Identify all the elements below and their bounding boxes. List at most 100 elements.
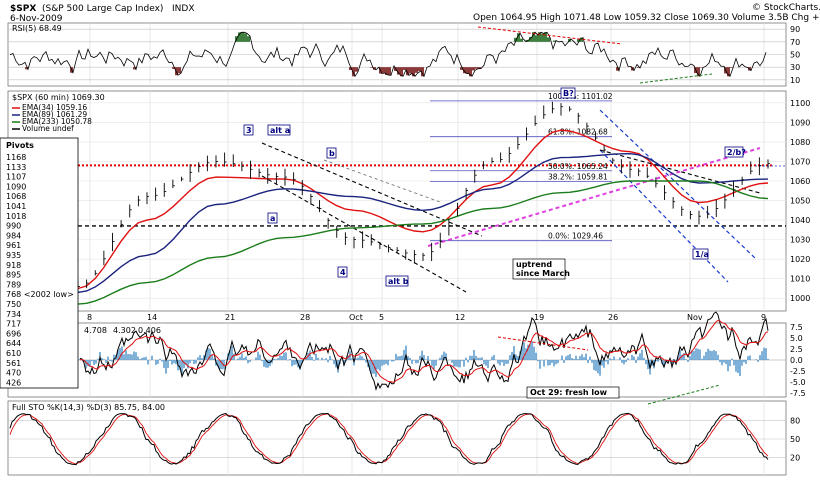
rsi-oversold-fill [418, 67, 421, 71]
sto-tick-label: 20 [790, 454, 800, 463]
rsi-oversold-fill [466, 67, 469, 74]
rsi-tick-label: 10 [790, 76, 800, 85]
pivot-value: 426 [6, 378, 21, 387]
rsi-layer [8, 27, 786, 83]
rsi-overbought-fill [520, 39, 523, 42]
rsi-oversold-fill [730, 67, 733, 68]
y-tick-label: 1030 [790, 236, 810, 245]
uptrend-note: uptrend [516, 260, 552, 269]
price-title: $SPX (60 min) 1069.30 [12, 93, 105, 102]
pivot-value: 1018 [6, 212, 26, 221]
x-tick-label: Nov [687, 313, 703, 322]
pivot-value: 990 [6, 222, 21, 231]
alt-b-label: alt b [388, 277, 409, 286]
alt-a-label: alt a [270, 126, 290, 135]
fib-label: 100.0%: 1101.02 [548, 92, 613, 101]
wave-3-label: 3 [246, 126, 252, 135]
pivot-value: 895 [6, 271, 21, 280]
pivot-value: 696 [6, 329, 21, 338]
y-tick-label: 1050 [790, 197, 810, 206]
date-label: 6-Nov-2009 [10, 14, 63, 24]
macd-label-c: 0.406 [138, 326, 161, 335]
rsi-oversold-fill [178, 67, 181, 73]
rsi-oversold-fill [472, 67, 475, 70]
y-tick-label: 1080 [790, 138, 810, 147]
y-tick-label: 1090 [790, 118, 810, 127]
y-tick-label: 1100 [790, 99, 810, 108]
watermark: © StockCharts.com [752, 3, 820, 13]
rsi-support-line [640, 74, 712, 83]
pivot-value: 1107 [6, 173, 26, 182]
channel-lower [262, 176, 466, 292]
x-tick-label: 28 [300, 313, 310, 322]
y-tick-label: 1020 [790, 255, 810, 264]
pivot-value: 1168 [6, 153, 26, 162]
rsi-oversold-fill [355, 67, 358, 71]
rsi-overbought-fill [547, 37, 550, 41]
macd-tick-label: -7.5 [790, 389, 806, 398]
legend-entry: Volume undef [22, 124, 74, 133]
macd-tick-label: 5.0 [790, 334, 803, 343]
rsi-overbought-fill [535, 35, 538, 42]
x-tick-label: 9 [761, 313, 766, 322]
rsi-tick-label: 90 [790, 25, 800, 34]
sto-panel-frame [8, 401, 786, 475]
rsi-overbought-fill [244, 33, 247, 41]
rsi-oversold-fill [403, 67, 406, 70]
pivot-value: 734 [6, 310, 21, 319]
sto-tick-label: 50 [790, 435, 800, 444]
macd-label-a: 4.708 [84, 326, 107, 335]
down-channel-upper [600, 110, 755, 258]
wave-b-label: b [329, 149, 335, 158]
x-tick-label: 14 [147, 313, 157, 322]
ohlc-line: Open 1064.95 High 1071.48 Low 1059.32 Cl… [473, 13, 820, 23]
wave-1a-label: 1/a [695, 250, 709, 259]
rsi-oversold-fill [388, 67, 391, 75]
ema-line-1 [78, 130, 768, 288]
macd-line [80, 312, 768, 389]
macd-tick-label: -2.5 [790, 367, 806, 376]
sto-tick-label: 80 [790, 416, 800, 425]
macd-tick-label: 2.5 [790, 345, 803, 354]
rsi-tick-label: 70 [790, 38, 800, 47]
wave-4-label: 4 [340, 268, 346, 277]
down-channel-lower [600, 150, 728, 282]
rsi-oversold-fill [409, 67, 412, 73]
rsi-label: RSI(5) 68.49 [12, 24, 62, 33]
pivot-value: 470 [6, 369, 21, 378]
y-tick-label: 1060 [790, 177, 810, 186]
symbol-title: $SPX [10, 4, 36, 14]
pivot-value: 717 [6, 320, 21, 329]
rsi-overbought-fill [241, 32, 244, 42]
macd-tick-label: 0.0 [790, 356, 803, 365]
pivot-value: 1090 [6, 182, 26, 191]
pivot-value: 561 [6, 359, 21, 368]
rsi-oversold-fill [415, 67, 418, 73]
wave-2b-label: 2/b? [727, 148, 746, 157]
y-tick-label: 1010 [790, 275, 810, 284]
fib-label: 50.0%: 1065.24 [548, 162, 608, 171]
pivot-value: 768 <2002 low> [6, 290, 74, 299]
x-tick-label: 12 [455, 313, 465, 322]
pivot-value: 789 [6, 280, 21, 289]
fib-label: 61.8%: 1082.68 [548, 128, 608, 137]
macd-tick-label: 7.5 [790, 323, 803, 332]
macd-label-b: 4.302 [113, 326, 136, 335]
pivot-value: 1133 [6, 163, 26, 172]
exchange-label: INDX [172, 4, 194, 14]
pivot-value: 610 [6, 349, 21, 358]
x-tick-label: 19 [534, 313, 544, 322]
pivot-value: 984 [6, 231, 21, 240]
sto-layer [8, 413, 786, 464]
rsi-tick-label: 30 [790, 63, 800, 72]
wave-a-label: a [270, 214, 275, 223]
pivot-value: 935 [6, 251, 21, 260]
pivots-title: Pivots [6, 141, 34, 150]
pivot-value: 1068 [6, 192, 26, 201]
ema-line-2 [78, 154, 768, 293]
symbol-name: (S&P 500 Large Cap Index) [42, 4, 163, 14]
pivot-value: 961 [6, 241, 21, 250]
pivot-value: 750 [6, 300, 21, 309]
rsi-oversold-fill [382, 67, 385, 73]
